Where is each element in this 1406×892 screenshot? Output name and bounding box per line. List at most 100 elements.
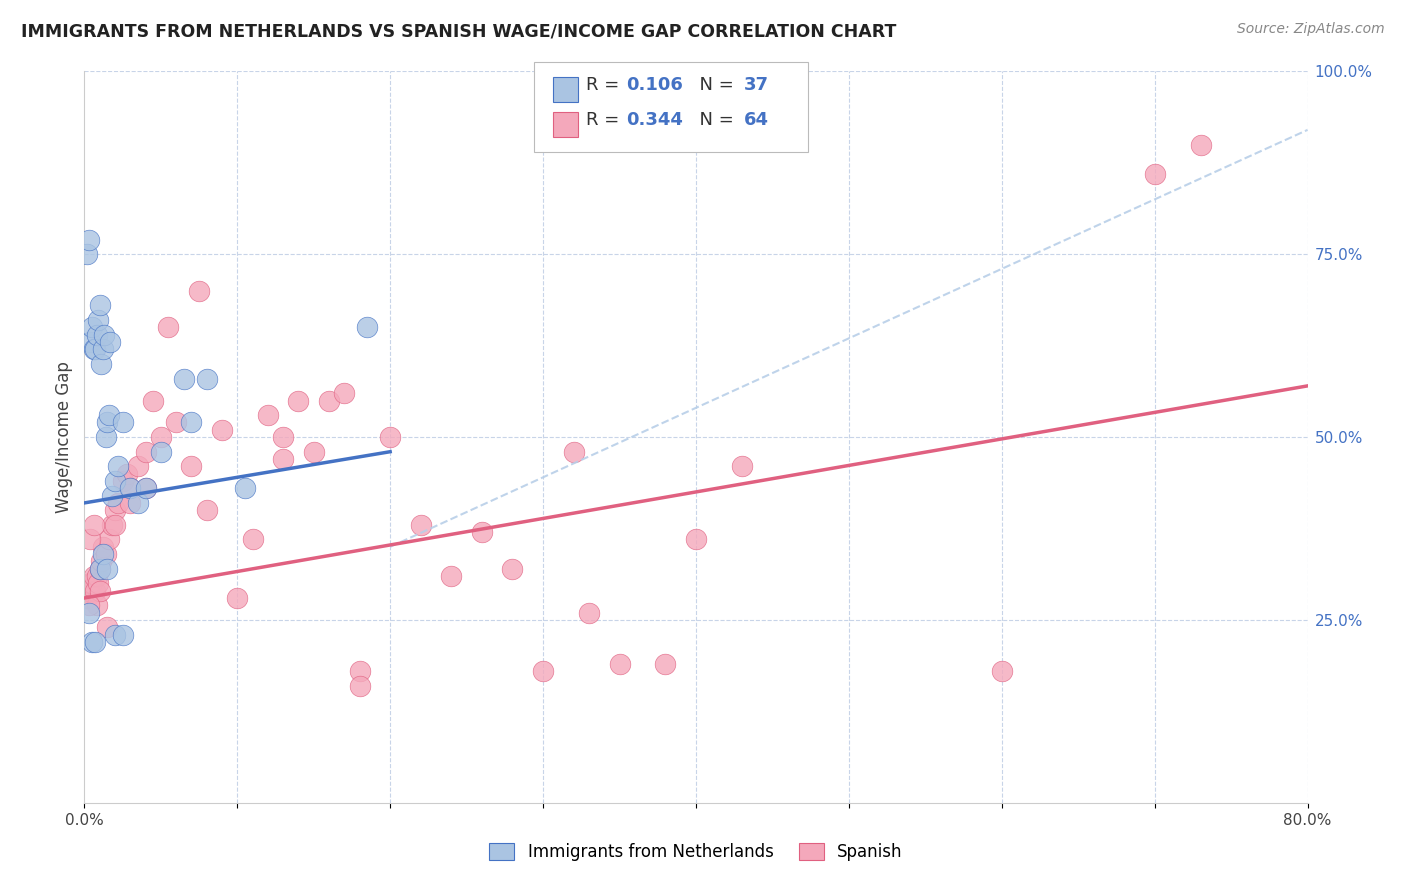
- Point: [1189, 137, 1212, 152]
- Point: [107, 459, 129, 474]
- Point: [86, 327, 108, 342]
- Point: [609, 657, 631, 671]
- Point: [257, 408, 280, 422]
- Point: [84, 583, 107, 598]
- Point: [89, 562, 111, 576]
- Point: [111, 416, 134, 430]
- Point: [380, 430, 402, 444]
- Point: [87, 313, 110, 327]
- Point: [104, 517, 127, 532]
- Point: [149, 430, 172, 444]
- Point: [349, 664, 371, 678]
- Point: [211, 423, 233, 437]
- Point: [440, 569, 463, 583]
- Point: [101, 489, 124, 503]
- Point: [226, 591, 249, 605]
- Point: [97, 408, 120, 422]
- Point: [654, 657, 676, 671]
- Text: 0.344: 0.344: [626, 112, 682, 129]
- Text: IMMIGRANTS FROM NETHERLANDS VS SPANISH WAGE/INCOME GAP CORRELATION CHART: IMMIGRANTS FROM NETHERLANDS VS SPANISH W…: [21, 22, 897, 40]
- Point: [318, 393, 340, 408]
- Point: [356, 320, 378, 334]
- Legend: Immigrants from Netherlands, Spanish: Immigrants from Netherlands, Spanish: [482, 836, 910, 868]
- Point: [578, 606, 600, 620]
- Point: [104, 474, 127, 488]
- Point: [77, 606, 100, 620]
- Point: [115, 467, 138, 481]
- Point: [86, 599, 108, 613]
- Point: [120, 496, 142, 510]
- Point: [87, 576, 110, 591]
- Point: [98, 334, 121, 349]
- Point: [96, 562, 118, 576]
- Point: [180, 416, 202, 430]
- Point: [89, 562, 111, 576]
- Point: [91, 547, 114, 561]
- Point: [135, 444, 157, 458]
- Point: [90, 357, 112, 371]
- Point: [1143, 167, 1166, 181]
- Point: [83, 343, 105, 357]
- Point: [80, 635, 103, 649]
- Point: [79, 334, 101, 349]
- Point: [94, 547, 117, 561]
- Point: [94, 430, 117, 444]
- Point: [91, 343, 114, 357]
- Point: [127, 459, 149, 474]
- Point: [685, 533, 707, 547]
- Point: [271, 430, 294, 444]
- Text: N =: N =: [688, 112, 740, 129]
- Point: [84, 343, 107, 357]
- Point: [531, 664, 554, 678]
- Point: [77, 233, 100, 247]
- Point: [502, 562, 524, 576]
- Point: [89, 583, 111, 598]
- Point: [233, 481, 256, 495]
- Point: [104, 503, 127, 517]
- Point: [562, 444, 585, 458]
- Text: Source: ZipAtlas.com: Source: ZipAtlas.com: [1237, 22, 1385, 37]
- Point: [80, 320, 103, 334]
- Point: [173, 371, 195, 385]
- Text: N =: N =: [688, 76, 740, 94]
- Text: 37: 37: [744, 76, 769, 94]
- Point: [731, 459, 754, 474]
- Point: [165, 416, 187, 430]
- Point: [333, 386, 356, 401]
- Point: [107, 496, 129, 510]
- Point: [287, 393, 309, 408]
- Text: 64: 64: [744, 112, 769, 129]
- Point: [180, 459, 202, 474]
- Point: [76, 591, 98, 605]
- Point: [101, 517, 124, 532]
- Point: [91, 540, 114, 554]
- Point: [157, 320, 180, 334]
- Point: [349, 679, 371, 693]
- Point: [991, 664, 1014, 678]
- Point: [471, 525, 494, 540]
- Point: [77, 599, 100, 613]
- Text: 0.106: 0.106: [626, 76, 682, 94]
- Point: [96, 620, 118, 634]
- Point: [80, 576, 103, 591]
- Point: [142, 393, 165, 408]
- Point: [79, 533, 101, 547]
- Point: [79, 576, 101, 591]
- Text: R =: R =: [586, 76, 626, 94]
- Point: [242, 533, 264, 547]
- Point: [84, 635, 107, 649]
- Point: [120, 481, 142, 495]
- Point: [89, 298, 111, 312]
- Point: [93, 327, 115, 342]
- Y-axis label: Wage/Income Gap: Wage/Income Gap: [55, 361, 73, 513]
- Point: [195, 371, 218, 385]
- Point: [83, 517, 105, 532]
- Point: [77, 583, 100, 598]
- Point: [90, 554, 112, 568]
- Point: [104, 627, 127, 641]
- Point: [302, 444, 325, 458]
- Point: [135, 481, 157, 495]
- Point: [86, 569, 108, 583]
- Point: [97, 533, 120, 547]
- Point: [111, 474, 134, 488]
